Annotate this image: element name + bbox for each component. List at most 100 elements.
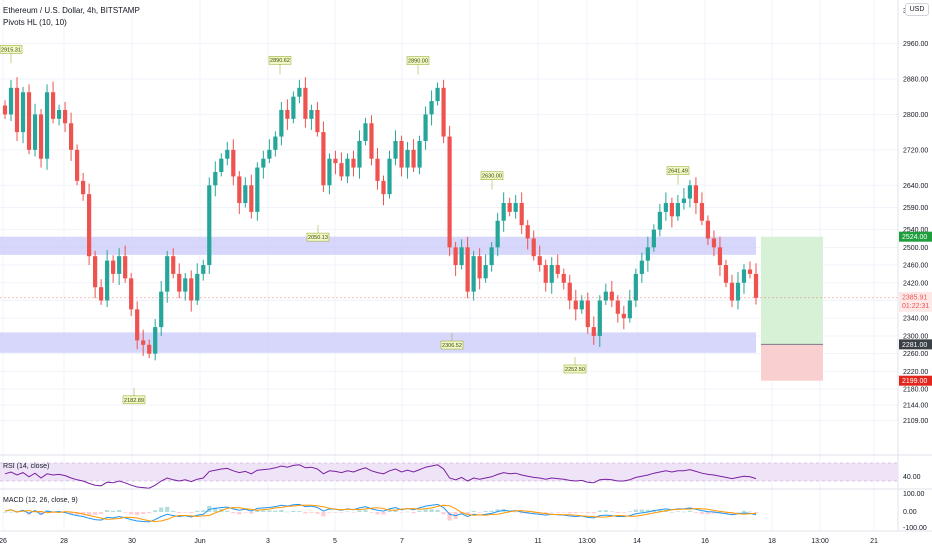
macd-histogram-bar (429, 509, 434, 512)
macd-histogram-bar (639, 509, 644, 512)
candle-body (14, 87, 20, 133)
candle-body (423, 114, 428, 141)
macd-histogram-bar (747, 511, 753, 513)
macd-histogram-bar (399, 512, 404, 513)
price-tick-label: 2144.00 (903, 403, 928, 410)
candle-body (453, 247, 458, 266)
price-tick-label: 2880.00 (903, 76, 928, 83)
macd-tick-label: 0.00 (903, 509, 917, 516)
macd-histogram-bar (243, 512, 248, 513)
candle-body (669, 203, 674, 217)
candle-body (261, 158, 266, 168)
macd-histogram-bar (597, 510, 602, 512)
macd-histogram-bar (615, 512, 620, 514)
price-tick-label: 2500.00 (903, 245, 928, 252)
candle-body (225, 149, 230, 159)
price-tick-label: 2260.00 (903, 351, 928, 358)
macd-histogram-bar (81, 512, 86, 515)
candle-body (693, 185, 699, 204)
time-tick-label: 3 (266, 538, 270, 545)
candle-body (621, 313, 626, 319)
candle-body (153, 327, 158, 354)
candle-body (279, 109, 284, 137)
macd-histogram-bar (687, 510, 693, 512)
candle-body (639, 260, 644, 274)
macd-histogram-bar (111, 510, 116, 512)
candle-body (699, 203, 705, 221)
pivot-low-box (306, 232, 330, 242)
zone-band (0, 236, 756, 255)
macd-histogram-bar (483, 510, 488, 512)
price-tick-label: 2340.00 (903, 316, 928, 323)
pivot-high-label: 2915.31 (1, 47, 21, 53)
macd-histogram-bar (543, 512, 548, 514)
signal-line (4, 504, 757, 523)
macd-histogram-bar (225, 510, 230, 512)
candle-body (237, 176, 242, 204)
price-tick-label: 2300.00 (903, 333, 928, 340)
pivot-high-label: 2890.00 (408, 59, 428, 65)
time-tick-label: Jun (194, 538, 205, 545)
candle-body (627, 300, 632, 319)
last-price-label: 2385.91 (902, 294, 927, 301)
candle-body (26, 92, 32, 150)
macd-histogram-bar (339, 512, 344, 513)
macd-histogram-bar (309, 512, 314, 513)
candle-body (195, 273, 200, 301)
candle-body (501, 203, 506, 221)
macd-histogram-bar (279, 509, 284, 512)
macd-histogram-bar (68, 512, 74, 515)
candle-body (657, 211, 662, 230)
macd-histogram-bar (135, 512, 140, 515)
price-tick-label: 2590.00 (903, 205, 928, 212)
macd-histogram-bar (669, 512, 674, 513)
pivot-low-box (122, 395, 146, 405)
candle-body (495, 220, 500, 248)
candle-body (44, 92, 50, 159)
candle-body (675, 203, 680, 217)
macd-histogram-bar (117, 510, 122, 512)
entry-price-label: 2281.00 (902, 342, 927, 349)
macd-label: MACD (12, 26, close, 9) (3, 497, 78, 504)
candle-body (747, 269, 753, 274)
candle-body (465, 247, 470, 292)
price-tick-label: 2220.00 (903, 369, 928, 376)
macd-histogram-bar (129, 512, 134, 515)
price-tick-label: 2640.00 (903, 183, 928, 190)
macd-histogram-bar (351, 512, 356, 513)
macd-histogram-bar (195, 510, 200, 512)
candle-body (417, 140, 422, 168)
macd-histogram-bar (711, 512, 717, 514)
candle-body (543, 265, 548, 283)
candle-body (687, 185, 693, 199)
macd-histogram-bar (447, 512, 452, 521)
macd-histogram-bar (291, 510, 296, 512)
candle-body (339, 163, 344, 177)
pivot-low-label: 2306.52 (442, 343, 462, 349)
price-tick-label: 2800.00 (903, 112, 928, 119)
candle-body (141, 340, 146, 345)
time-tick-label: 30 (128, 538, 136, 545)
symbol-title: Ethereum / U.S. Dollar, 4h, BITSTAMP (3, 6, 140, 15)
macd-histogram-bar (735, 512, 741, 513)
candle-body (291, 96, 296, 119)
rsi-tick-label: 40.00 (903, 474, 921, 481)
candle-body (56, 109, 62, 119)
currency-button[interactable]: USD (905, 3, 929, 16)
candle-body (609, 291, 614, 301)
macd-histogram-bar (333, 512, 338, 513)
candle-body (243, 185, 248, 204)
macd-histogram-bar (579, 512, 584, 513)
macd-histogram-bar (375, 512, 380, 515)
macd-histogram-bar (20, 511, 26, 512)
candle-body (303, 87, 308, 119)
macd-histogram-bar (405, 511, 410, 513)
macd-histogram-bar (183, 512, 188, 513)
macd-histogram-bar (345, 511, 350, 512)
macd-histogram-bar (393, 509, 398, 512)
macd-histogram-bar (411, 512, 416, 514)
price-tick-label: 2720.00 (903, 147, 928, 154)
target-area (761, 236, 823, 345)
macd-histogram-bar (603, 510, 608, 512)
